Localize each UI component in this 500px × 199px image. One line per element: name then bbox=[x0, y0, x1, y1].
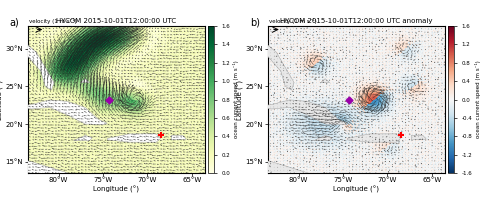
Polygon shape bbox=[14, 100, 108, 125]
Polygon shape bbox=[236, 26, 294, 90]
Polygon shape bbox=[108, 134, 160, 142]
Polygon shape bbox=[172, 135, 186, 140]
Polygon shape bbox=[254, 100, 348, 125]
Y-axis label: Latitude (°): Latitude (°) bbox=[237, 79, 244, 120]
Polygon shape bbox=[74, 135, 92, 141]
X-axis label: Longitude (°): Longitude (°) bbox=[93, 186, 139, 193]
Polygon shape bbox=[348, 134, 401, 142]
Text: a): a) bbox=[10, 17, 20, 27]
Text: velocity (1 m s⁻¹): velocity (1 m s⁻¹) bbox=[30, 18, 77, 24]
Polygon shape bbox=[0, 26, 54, 90]
X-axis label: Longitude (°): Longitude (°) bbox=[333, 186, 380, 193]
Y-axis label: ocean current speed (m s⁻¹): ocean current speed (m s⁻¹) bbox=[233, 61, 239, 138]
Y-axis label: ocean current speed (m s⁻¹): ocean current speed (m s⁻¹) bbox=[475, 61, 481, 138]
Polygon shape bbox=[148, 26, 232, 158]
Title: HYCOM 2015-10-01T12:00:00 UTC: HYCOM 2015-10-01T12:00:00 UTC bbox=[56, 18, 176, 24]
Polygon shape bbox=[210, 154, 321, 199]
Y-axis label: Latitude (°): Latitude (°) bbox=[0, 79, 4, 120]
Polygon shape bbox=[321, 79, 330, 83]
Polygon shape bbox=[0, 154, 81, 199]
Text: velocity (1 m s⁻¹): velocity (1 m s⁻¹) bbox=[270, 18, 317, 24]
Polygon shape bbox=[314, 135, 332, 141]
Title: HYCOM 2015-10-01T12:00:00 UTC anomaly: HYCOM 2015-10-01T12:00:00 UTC anomaly bbox=[280, 18, 432, 24]
Polygon shape bbox=[81, 79, 90, 83]
Text: b): b) bbox=[250, 17, 260, 27]
Polygon shape bbox=[412, 135, 426, 140]
